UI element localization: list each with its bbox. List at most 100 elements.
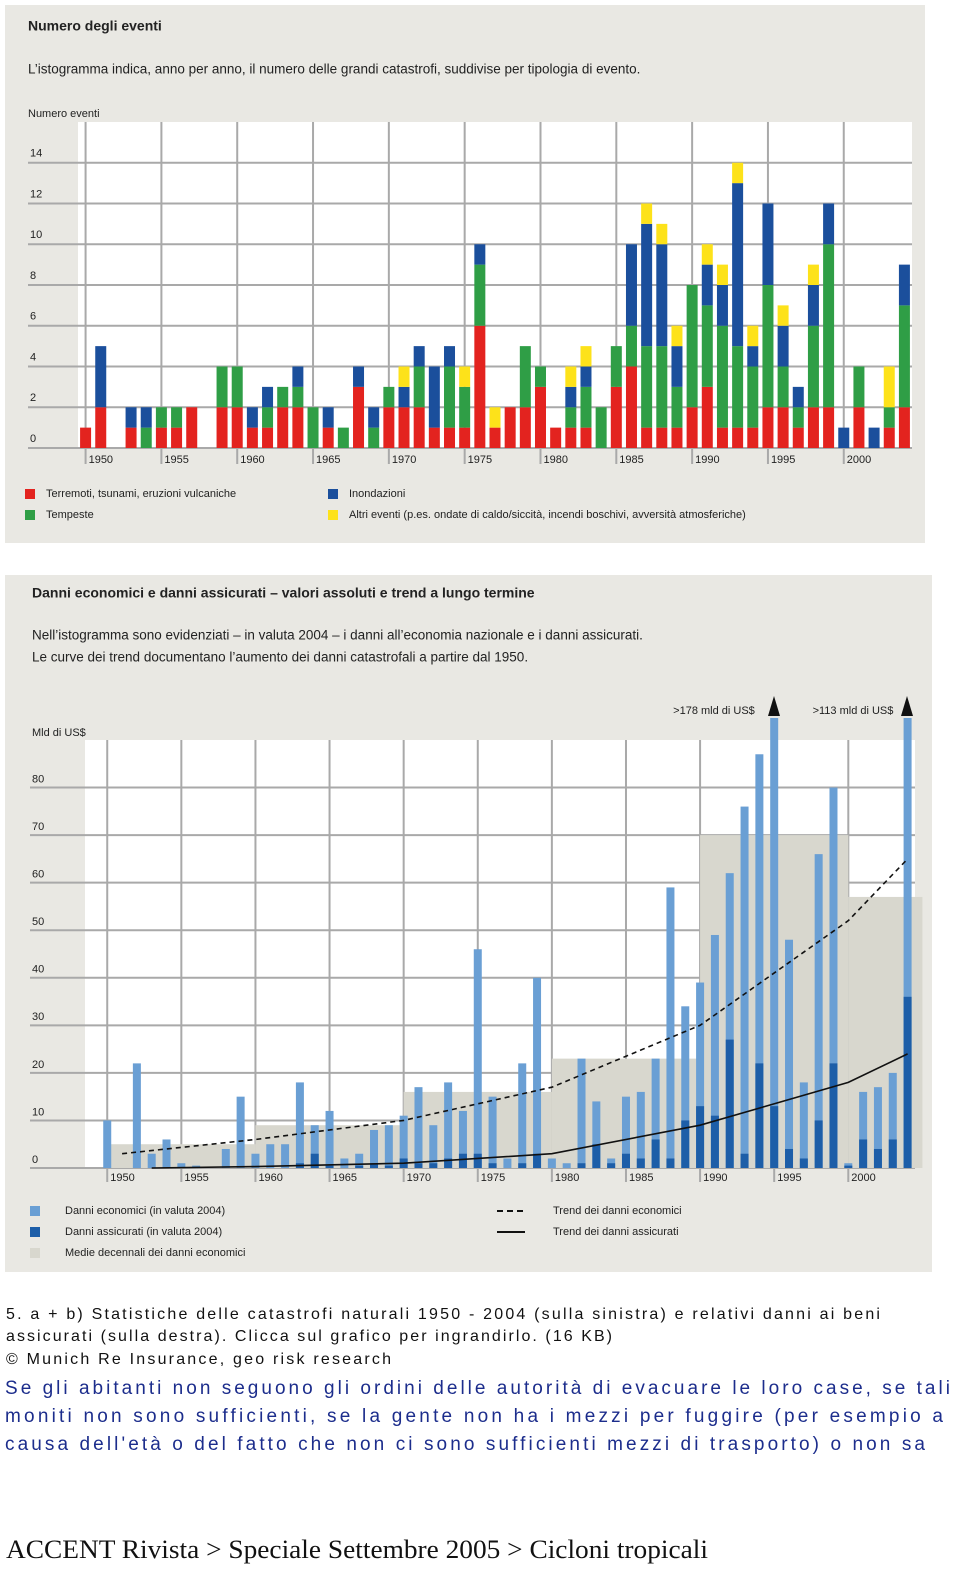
- x-tick-label: 2000: [851, 1172, 875, 1184]
- bar: [565, 427, 577, 448]
- y-tick-label: 2: [30, 392, 36, 404]
- bar: [414, 1087, 423, 1168]
- x-tick-label: 1980: [543, 454, 567, 466]
- legend-label: Tempeste: [46, 509, 94, 521]
- bar: [474, 325, 486, 448]
- legend-swatch: [328, 489, 338, 499]
- bar: [903, 996, 912, 1168]
- bar: [859, 1091, 868, 1168]
- y-tick-label: 20: [32, 1059, 44, 1071]
- bar: [444, 1158, 453, 1168]
- legend-swatch: [30, 1248, 40, 1258]
- bar: [725, 1039, 734, 1168]
- bar: [770, 1106, 779, 1168]
- body-line: causa dell'età o del fatto che non ci so…: [5, 1434, 925, 1455]
- bar: [458, 1110, 467, 1168]
- bar: [489, 427, 501, 448]
- bar: [95, 346, 107, 408]
- bar: [641, 346, 653, 428]
- x-tick-label: 1970: [392, 454, 416, 466]
- y-tick-label: 10: [30, 229, 42, 241]
- y-axis-label: Mld di US$: [32, 727, 86, 739]
- bar: [762, 407, 774, 448]
- x-tick-label: 1990: [703, 1172, 727, 1184]
- bar: [474, 244, 486, 265]
- bar: [488, 1163, 497, 1168]
- bar: [710, 934, 719, 1168]
- bar: [262, 386, 274, 408]
- bar: [473, 1153, 482, 1168]
- bar: [186, 407, 198, 448]
- bar: [671, 346, 683, 387]
- bar: [823, 203, 835, 245]
- bar: [459, 427, 471, 448]
- caption-line: 5. a + b) Statistiche delle catastrofi n…: [6, 1306, 880, 1323]
- legend-label: Medie decennali dei danni economici: [65, 1247, 245, 1259]
- bar: [353, 366, 365, 387]
- legend-label: Trend dei danni economici: [553, 1205, 682, 1217]
- bar: [310, 1153, 319, 1168]
- bar: [641, 427, 653, 448]
- bar: [489, 407, 501, 428]
- x-tick-label: 1995: [771, 454, 795, 466]
- bar: [370, 1129, 379, 1168]
- bar: [459, 366, 471, 387]
- bar: [873, 1148, 882, 1168]
- bar: [740, 1153, 749, 1168]
- bar: [518, 1063, 527, 1168]
- bar: [504, 407, 516, 448]
- bar: [823, 244, 835, 408]
- bar: [162, 1139, 171, 1168]
- bar: [370, 1163, 379, 1168]
- bar: [716, 264, 728, 285]
- bar: [383, 386, 395, 408]
- bar: [701, 264, 713, 306]
- bar: [656, 223, 668, 245]
- legend-swatch: [25, 510, 35, 520]
- bar: [246, 427, 258, 448]
- bar: [414, 1163, 423, 1168]
- bar: [829, 1063, 838, 1168]
- bar: [636, 1091, 645, 1168]
- bar: [488, 1096, 497, 1168]
- bar: [533, 977, 542, 1168]
- bar: [383, 407, 395, 448]
- bar: [399, 1115, 408, 1168]
- y-tick-label: 50: [32, 916, 44, 928]
- bar: [883, 427, 895, 448]
- bar: [883, 366, 895, 408]
- bar: [125, 407, 137, 428]
- bar: [595, 407, 607, 448]
- bar: [519, 407, 531, 448]
- bar: [859, 1139, 868, 1168]
- x-tick-label: 2000: [847, 454, 871, 466]
- y-tick-label: 6: [30, 311, 36, 323]
- bar: [725, 873, 734, 1168]
- x-tick-label: 1975: [481, 1172, 505, 1184]
- bar: [458, 1153, 467, 1168]
- bar: [413, 366, 425, 408]
- bar: [125, 427, 137, 448]
- bar: [355, 1153, 364, 1168]
- bar: [236, 1096, 245, 1168]
- bar: [398, 366, 410, 387]
- bar: [656, 427, 668, 448]
- bar: [577, 1163, 586, 1168]
- bar: [903, 718, 912, 1168]
- bar: [95, 407, 107, 448]
- y-tick-label: 80: [32, 773, 44, 785]
- bar: [770, 718, 779, 1168]
- bar: [747, 346, 759, 367]
- bar: [636, 1158, 645, 1168]
- bar: [80, 427, 92, 448]
- bar: [429, 1125, 438, 1168]
- bar: [666, 887, 675, 1168]
- bar: [428, 366, 440, 428]
- caption-line: © Munich Re Insurance, geo risk research: [6, 1351, 391, 1368]
- bar: [155, 407, 167, 428]
- bar: [246, 407, 258, 428]
- bars: [80, 162, 910, 448]
- bar: [171, 427, 183, 448]
- bar: [580, 386, 592, 428]
- bar: [292, 386, 304, 408]
